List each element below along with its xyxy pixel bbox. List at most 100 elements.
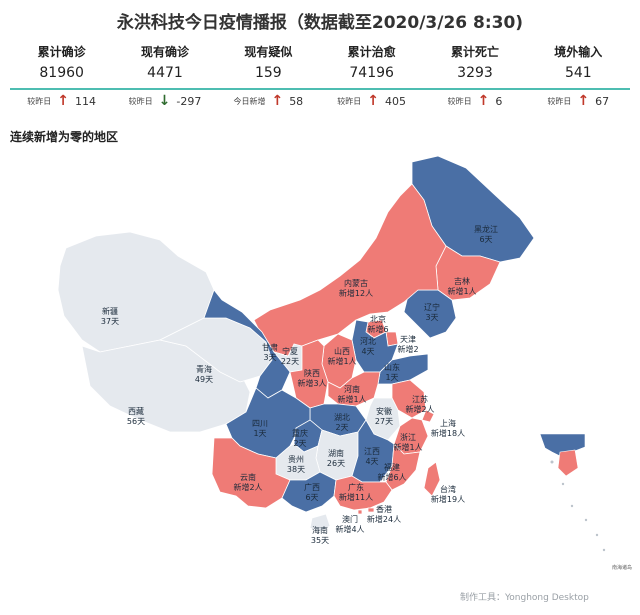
region-name: 江苏 — [412, 394, 428, 404]
delta-label: 较昨日 — [547, 96, 572, 106]
region-label: 内蒙古新增12人 — [339, 278, 373, 298]
region-shape — [327, 371, 381, 407]
regions-layer — [57, 155, 535, 533]
stat-current-confirmed: 现有确诊 4471 — [113, 42, 216, 88]
stat-suspected: 现有疑似 159 — [217, 42, 320, 88]
arrow-up-icon: ↑ — [57, 93, 70, 109]
region-name: 辽宁 — [424, 302, 440, 312]
region-name: 湖北 — [334, 413, 350, 422]
region-shape — [421, 409, 435, 423]
delta-total-confirmed: 较昨日 ↑ 114 — [10, 92, 113, 110]
region-value: 49天 — [195, 375, 213, 384]
region-label: 广东新增11人 — [339, 482, 373, 502]
region-name: 广西 — [304, 482, 320, 492]
region-label: 黑龙江 6天 — [474, 224, 498, 244]
region-name: 上海 — [440, 418, 456, 428]
region-value: 新增1人 — [447, 286, 476, 296]
region-label: 山西新增1人 — [327, 346, 356, 366]
delta-label: 较昨日 — [27, 96, 52, 106]
region-shape — [403, 289, 457, 339]
arrow-up-icon: ↑ — [577, 93, 590, 109]
region-label: 上海新增18人 — [431, 418, 465, 438]
stat-imported: 境外输入 541 — [527, 42, 630, 88]
stat-value: 4471 — [147, 65, 183, 81]
region-name: 北京 — [370, 314, 386, 324]
stat-value: 74196 — [349, 65, 394, 81]
region-label: 贵州 38天 — [287, 454, 305, 474]
island-dot — [561, 482, 565, 486]
region-value: 新增2人 — [405, 404, 434, 414]
arrow-up-icon: ↑ — [477, 93, 490, 109]
region-label: 香港新增24人 — [367, 504, 401, 524]
inset-land-guangdong — [557, 449, 579, 477]
footer-credit: 制作工具：Yonghong Desktop — [460, 593, 589, 603]
region-name: 甘肃 — [262, 342, 278, 352]
region-shape — [423, 461, 441, 497]
region-value: 1天 — [253, 429, 266, 438]
region-value: 新增1人 — [393, 442, 422, 452]
region-name: 海南 — [312, 525, 328, 535]
region-value: 新增4人 — [335, 524, 364, 534]
region-label: 天津新增2 — [397, 334, 418, 354]
region-value: 37天 — [101, 317, 119, 326]
region-label: 青海 49天 — [195, 364, 213, 384]
stat-value: 159 — [254, 65, 282, 81]
region-shape — [367, 507, 375, 513]
region-value: 新增2 — [397, 344, 418, 354]
delta-label: 较昨日 — [128, 96, 153, 106]
region-value: 56天 — [127, 417, 145, 426]
region-label: 山东 1天 — [384, 362, 400, 382]
deltas-row: 较昨日 ↑ 114 较昨日 ↓ -297 今日新增 ↑ 58 较昨日 ↑ 405… — [10, 92, 630, 110]
region-value: 27天 — [375, 417, 393, 426]
region-label: 新疆 37天 — [101, 306, 119, 326]
delta-current-confirmed: 较昨日 ↓ -297 — [113, 92, 216, 110]
stat-value: 541 — [564, 65, 592, 81]
region-name: 浙江 — [400, 432, 416, 442]
stat-recovered: 累计治愈 74196 — [320, 42, 423, 88]
region-label: 浙江新增1人 — [393, 432, 422, 452]
region-value: 新增11人 — [339, 492, 373, 502]
stat-label: 现有确诊 — [140, 45, 189, 59]
region-label: 台湾新增19人 — [431, 484, 465, 504]
stat-label: 累计确诊 — [37, 45, 86, 59]
delta-imported: 较昨日 ↑ 67 — [527, 92, 630, 110]
region-value: 新增3人 — [297, 378, 326, 388]
region-name: 安徽 — [376, 406, 392, 416]
region-value: 新增12人 — [339, 288, 373, 298]
region-name: 重庆 — [292, 428, 308, 438]
stat-total-confirmed: 累计确诊 81960 — [10, 42, 113, 88]
region-label: 河南新增1人 — [337, 384, 366, 404]
region-value: 1天 — [385, 373, 398, 382]
region-name: 湖南 — [328, 448, 344, 458]
stats-row: 累计确诊 81960 现有确诊 4471 现有疑似 159 累计治愈 74196… — [10, 42, 630, 90]
region-value: 6天 — [305, 493, 318, 502]
region-label: 四川 1天 — [252, 419, 268, 438]
island-dot — [570, 504, 574, 508]
stat-label: 累计治愈 — [347, 45, 396, 59]
region-label: 福建新增6人 — [377, 462, 406, 482]
region-label: 宁夏 22天 — [281, 346, 299, 366]
region-label: 江西 4天 — [364, 447, 380, 466]
region-name: 贵州 — [288, 454, 304, 464]
region-value: 22天 — [281, 357, 299, 366]
region-label: 吉林新增1人 — [447, 276, 476, 296]
region-label: 辽宁 3天 — [424, 302, 440, 322]
region-value: 6天 — [479, 235, 492, 244]
region-name: 台湾 — [440, 484, 456, 494]
region-value: 3天 — [263, 353, 276, 362]
region-label: 西藏 56天 — [127, 406, 145, 426]
region-shape — [377, 353, 429, 385]
region-value: 26天 — [327, 459, 345, 468]
region-value: 38天 — [287, 465, 305, 474]
region-name: 青海 — [196, 364, 212, 374]
region-name: 宁夏 — [282, 346, 298, 356]
island-dot — [584, 518, 588, 522]
region-label: 海南 35天 — [311, 525, 329, 545]
delta-label: 较昨日 — [337, 96, 362, 106]
region-value: 新增6人 — [377, 472, 406, 482]
region-value: 4天 — [361, 347, 374, 356]
region-shape — [309, 513, 331, 533]
region-value: 4天 — [365, 457, 378, 466]
island-dot — [550, 460, 554, 464]
